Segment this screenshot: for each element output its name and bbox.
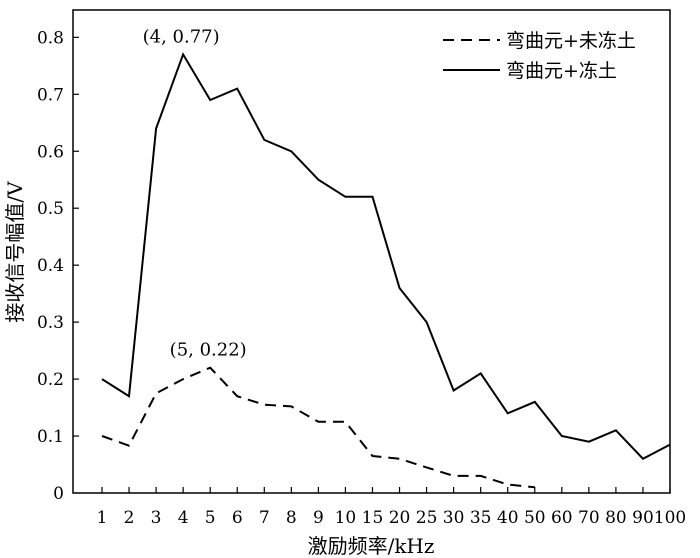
x-tick-label: 2 [124, 508, 135, 528]
y-tick-label: 0 [53, 484, 64, 504]
series-line-frozen [101, 52, 671, 461]
x-tick-label: 15 [362, 508, 384, 528]
x-tick-label: 90 [632, 508, 654, 528]
y-tick-label: 0.3 [37, 313, 64, 333]
point-annotation: (5, 0.22) [170, 340, 247, 361]
series-layer [101, 52, 671, 489]
y-tick-label: 0.6 [37, 142, 64, 162]
axis-ticks: 1 2 3 4 5 6 7 8 9 10 15 20 25 30 35 40 50 60 70 80 90 100 0 0.1… [37, 28, 686, 528]
y-tick-label: 0.8 [37, 28, 64, 48]
plot-frame [72, 9, 671, 494]
y-tick-label: 0.7 [37, 85, 64, 105]
y-axis-title: 接收信号幅值/V [3, 181, 27, 323]
x-axis-title: 激励频率/kHz [308, 534, 435, 558]
x-tick-label: 4 [178, 508, 189, 528]
x-tick-label: 1 [97, 508, 108, 528]
x-tick-label: 25 [416, 508, 438, 528]
point-annotation: (4, 0.77) [143, 26, 220, 47]
y-tick-label: 0.2 [37, 370, 64, 390]
y-tick-label: 0.4 [37, 256, 64, 276]
y-tick-label: 0.1 [37, 427, 64, 447]
x-tick-label: 10 [335, 508, 357, 528]
x-tick-label: 35 [470, 508, 492, 528]
x-tick-label: 3 [151, 508, 162, 528]
x-tick-label: 20 [389, 508, 411, 528]
series-line-unfrozen [101, 366, 535, 489]
x-tick-label: 30 [443, 508, 465, 528]
legend-label: 弯曲元+未冻土 [506, 30, 636, 52]
x-tick-label: 70 [578, 508, 600, 528]
x-tick-label: 6 [232, 508, 243, 528]
annotation-layer: (4, 0.77) (5, 0.22) [143, 26, 247, 360]
x-tick-label: 9 [313, 508, 324, 528]
legend-label: 弯曲元+冻土 [506, 60, 617, 82]
x-tick-label: 40 [497, 508, 519, 528]
x-tick-label: 100 [654, 508, 686, 528]
x-tick-label: 8 [286, 508, 297, 528]
y-tick-label: 0.5 [37, 199, 64, 219]
x-tick-label: 5 [205, 508, 216, 528]
x-tick-label: 60 [551, 508, 573, 528]
x-tick-label: 7 [259, 508, 270, 528]
x-tick-label: 80 [605, 508, 627, 528]
x-tick-label: 50 [524, 508, 546, 528]
